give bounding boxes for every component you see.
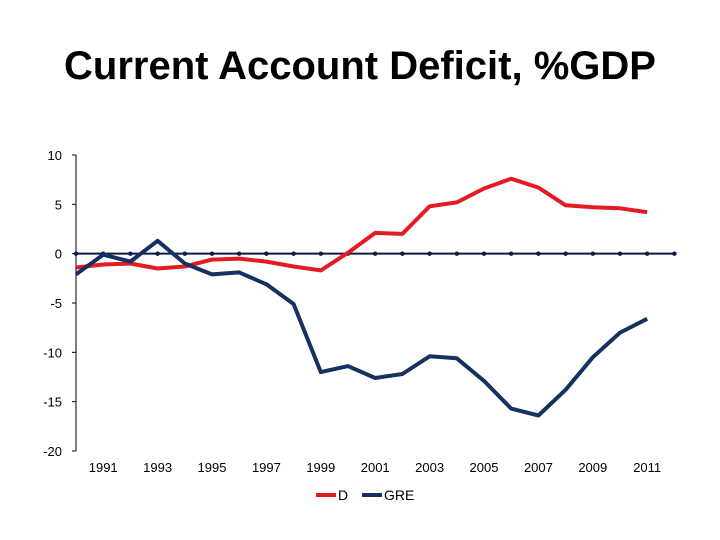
x-axis-tick-dot [645,251,650,256]
y-tick-label: 10 [48,148,62,163]
x-axis-tick-dot [454,251,459,256]
x-axis-tick-dot [509,251,514,256]
x-tick-label: 1991 [89,460,118,475]
y-tick-label: 5 [55,197,62,212]
x-axis-tick-dot [182,251,187,256]
x-axis-tick-dot [264,251,269,256]
x-axis-tick-dot [128,251,133,256]
legend-label-gre: GRE [384,487,414,503]
x-axis-tick-dot [590,251,595,256]
x-axis-tick-dot [481,251,487,256]
x-tick-label: 1995 [198,460,227,475]
y-tick-label: 0 [55,247,62,262]
x-axis-tick-dot [237,251,242,256]
x-axis-tick-dot [672,251,677,256]
x-tick-label: 1993 [143,460,172,475]
x-tick-label: 2003 [415,460,444,475]
series-line-d [75,176,648,273]
x-tick-label: 2001 [361,460,390,475]
y-tick-label: -10 [43,345,62,360]
x-axis-tick-dot [155,251,160,256]
x-axis-tick-dot [209,251,215,256]
legend-label-d: D [338,487,348,503]
series-line-gre [74,238,649,418]
x-axis-tick-dot [291,251,296,256]
x-axis-tick-dot [400,251,405,256]
x-tick-label: 2009 [578,460,607,475]
x-axis-tick-dot [73,251,79,256]
x-tick-label: 2007 [524,460,553,475]
y-tick-label: -15 [43,395,62,410]
x-axis-tick-dot [427,251,432,256]
x-axis-tick-dot [318,251,323,256]
x-tick-label: 1999 [306,460,335,475]
chart-title: Current Account Deficit, %GDP [64,44,656,88]
x-axis-tick-dot [563,251,568,256]
x-tick-label: 2011 [633,460,661,475]
y-tick-label: -20 [43,444,62,459]
x-axis-tick-dot [536,251,541,256]
x-axis-tick-dot [617,251,623,256]
x-axis-tick-dot [373,251,378,256]
x-tick-label: 1997 [252,460,281,475]
x-tick-label: 2005 [470,460,499,475]
y-tick-label: -5 [50,296,62,311]
